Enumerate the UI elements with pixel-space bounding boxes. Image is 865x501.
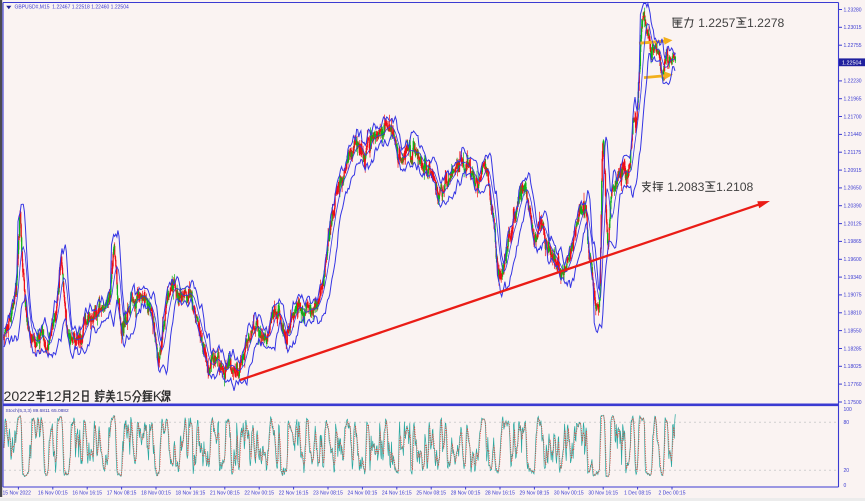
- svg-text:1.19340: 1.19340: [844, 275, 862, 281]
- svg-text:1.18550: 1.18550: [844, 328, 862, 334]
- svg-text:1.2108: 1.2108: [716, 180, 753, 194]
- svg-text:15 Nov 2022: 15 Nov 2022: [3, 491, 32, 497]
- svg-text:28 Nov 00:15: 28 Nov 00:15: [451, 491, 481, 497]
- svg-text:1.20390: 1.20390: [844, 204, 862, 210]
- svg-text:20: 20: [844, 468, 850, 474]
- svg-text:22 Nov 00:15: 22 Nov 00:15: [244, 491, 274, 497]
- svg-text:18 Nov 00:15: 18 Nov 00:15: [141, 491, 171, 497]
- svg-text:1.23280: 1.23280: [844, 7, 862, 13]
- svg-text:1.2257: 1.2257: [698, 16, 735, 30]
- svg-text:1.19865: 1.19865: [844, 239, 862, 245]
- svg-text:21 Nov 08:15: 21 Nov 08:15: [210, 491, 240, 497]
- svg-text:25 Nov 08:15: 25 Nov 08:15: [416, 491, 446, 497]
- svg-text:1.22504: 1.22504: [842, 61, 862, 67]
- svg-text:1.17500: 1.17500: [844, 400, 862, 406]
- svg-text:1.17760: 1.17760: [844, 382, 862, 388]
- svg-text:1.18285: 1.18285: [844, 346, 862, 352]
- svg-text:15: 15: [116, 389, 132, 405]
- svg-text:1.19600: 1.19600: [844, 257, 862, 263]
- svg-text:2: 2: [72, 389, 80, 405]
- svg-text:16 Nov 00:15: 16 Nov 00:15: [38, 491, 68, 497]
- svg-text:1.18810: 1.18810: [844, 311, 862, 317]
- svg-text:1.22230: 1.22230: [844, 79, 862, 85]
- svg-text:1.21175: 1.21175: [844, 150, 862, 156]
- svg-text:Stoch(5,3,3) 89.6811 65.0882: Stoch(5,3,3) 89.6811 65.0882: [6, 408, 69, 414]
- svg-text:0: 0: [844, 483, 847, 489]
- svg-text:1.21700: 1.21700: [844, 114, 862, 120]
- svg-text:K: K: [153, 389, 163, 405]
- svg-text:80: 80: [844, 420, 850, 426]
- svg-text:30 Nov 00:15: 30 Nov 00:15: [554, 491, 584, 497]
- svg-text:1 Dec 08:15: 1 Dec 08:15: [624, 491, 651, 497]
- svg-text:1.20125: 1.20125: [844, 221, 862, 227]
- svg-text:1.20915: 1.20915: [844, 168, 862, 174]
- svg-text:1.21965: 1.21965: [844, 97, 862, 103]
- svg-text:GBPUSD#,M15 1.22467 1.22518 1: GBPUSD#,M15 1.22467 1.22518 1.22460 1.22…: [15, 5, 129, 11]
- svg-text:2 Dec 00:15: 2 Dec 00:15: [659, 491, 686, 497]
- svg-text:1.21440: 1.21440: [844, 132, 862, 138]
- svg-text:30 Nov 16:15: 30 Nov 16:15: [588, 491, 618, 497]
- svg-text:1.19075: 1.19075: [844, 293, 862, 299]
- svg-text:24 Nov 16:15: 24 Nov 16:15: [382, 491, 412, 497]
- svg-text:1.2278: 1.2278: [747, 16, 784, 30]
- svg-text:17 Nov 08:15: 17 Nov 08:15: [107, 491, 137, 497]
- svg-text:1.22755: 1.22755: [844, 43, 862, 49]
- svg-text:24 Nov 00:15: 24 Nov 00:15: [348, 491, 378, 497]
- svg-text:23 Nov 08:15: 23 Nov 08:15: [313, 491, 343, 497]
- svg-text:1.2083: 1.2083: [667, 180, 704, 194]
- svg-text:18 Nov 16:15: 18 Nov 16:15: [176, 491, 206, 497]
- svg-text:28 Nov 16:15: 28 Nov 16:15: [485, 491, 515, 497]
- svg-text:1.20650: 1.20650: [844, 186, 862, 192]
- svg-text:12: 12: [46, 389, 62, 405]
- svg-text:100: 100: [844, 407, 853, 413]
- svg-text:22 Nov 16:15: 22 Nov 16:15: [279, 491, 309, 497]
- svg-text:16 Nov 16:15: 16 Nov 16:15: [72, 491, 102, 497]
- svg-text:1.18025: 1.18025: [844, 364, 862, 370]
- svg-text:2022: 2022: [4, 389, 36, 405]
- svg-text:1.23015: 1.23015: [844, 25, 862, 31]
- svg-text:29 Nov 08:15: 29 Nov 08:15: [520, 491, 550, 497]
